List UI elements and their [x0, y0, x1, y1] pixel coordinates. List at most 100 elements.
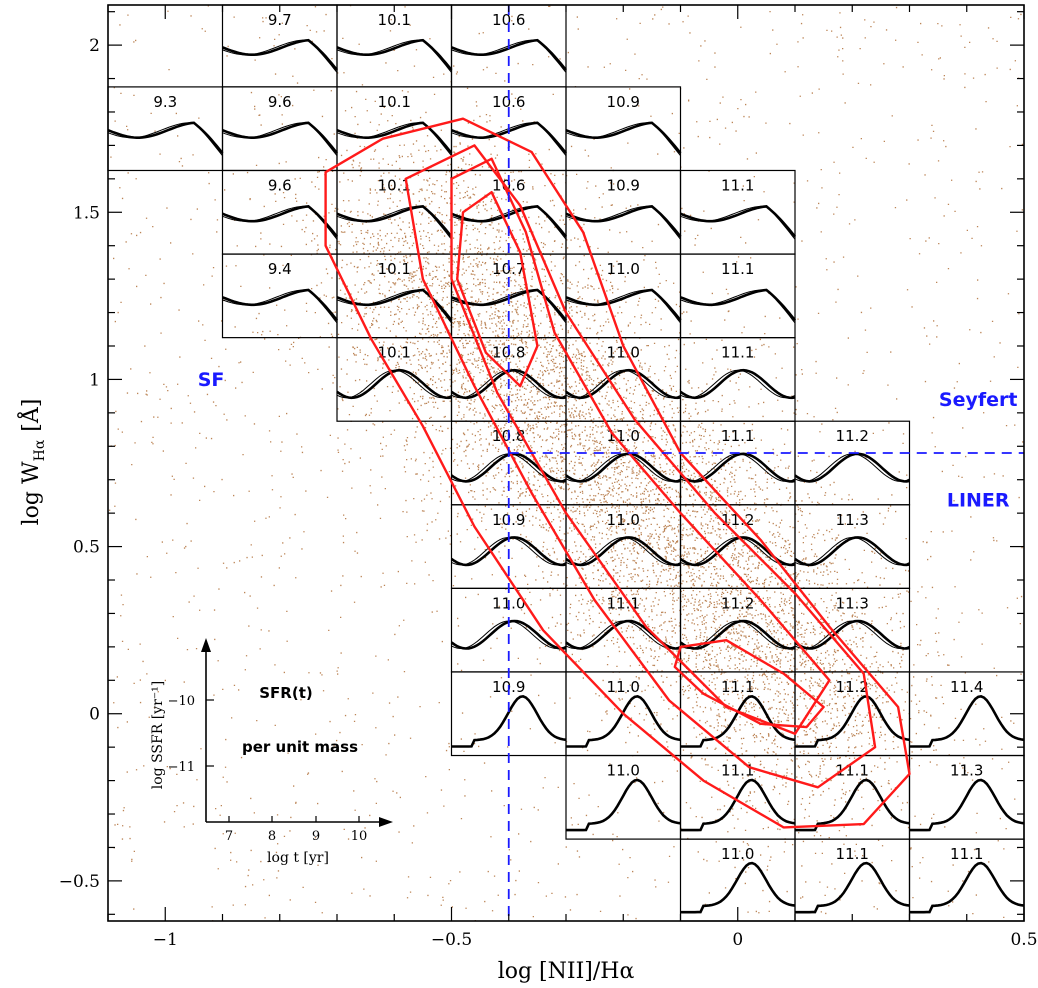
inset-subtitle: per unit mass	[242, 738, 358, 756]
sfh-curve-thin	[222, 289, 338, 324]
sfh-panel: 11.2	[794, 671, 911, 757]
sfh-panel-mass-label: 11.1	[950, 845, 983, 863]
sfh-panels: 9.7 10.1 10.69.3 9.6 10.1 10.6 10.99.6 10.1 10.6…	[107, 4, 1025, 922]
sfh-curve-thin	[795, 862, 910, 913]
sfh-panel-mass-label: 11.1	[721, 678, 754, 696]
sfh-panel-mass-label: 11.0	[721, 845, 754, 863]
y-axis-title-sub: Hα	[32, 439, 48, 461]
sfh-curve-thin	[566, 779, 681, 831]
sfh-curve-thin	[222, 122, 338, 157]
inset-y-tick-label: −10	[168, 694, 195, 709]
sfh-panel-mass-label: 11.1	[721, 176, 754, 194]
sfh-curve-thin	[336, 205, 452, 240]
sfh-curve-thick	[909, 778, 1025, 832]
sfh-curve-thin	[680, 862, 796, 913]
sfh-curve-thick	[222, 121, 339, 154]
y-tick-label: 0	[89, 705, 100, 725]
sfh-curve-thin	[565, 122, 681, 157]
sfh-panel-mass-label: 11.0	[607, 260, 640, 278]
sfh-curve-thick	[565, 536, 681, 567]
sfh-panel-mass-label: 11.3	[836, 511, 869, 529]
sfh-panel-mass-label: 9.7	[268, 11, 292, 29]
sfh-panel-mass-label: 10.1	[378, 260, 411, 278]
sfh-panel: 9.6	[221, 86, 339, 172]
sfh-panel-mass-label: 11.3	[950, 762, 983, 780]
y-tick-label: 1.5	[73, 203, 100, 223]
sfh-curve-thick	[107, 121, 224, 154]
sfh-curve-thick	[222, 38, 339, 71]
inset-x-tick-label: 9	[312, 829, 320, 844]
sfh-curve-thick	[680, 205, 797, 238]
sfh-curve-thin	[566, 695, 681, 747]
sfh-curve-thin	[222, 205, 338, 240]
sfh-curve-thin	[336, 39, 452, 73]
sfh-curve-thick	[565, 288, 682, 322]
y-axis-title-group: log WHα [Å]	[16, 399, 48, 526]
inset-x-arrow-icon	[379, 817, 393, 827]
sfh-curve-thick	[222, 288, 339, 322]
sfh-panel: 11.2	[794, 420, 911, 506]
axes: −1 −0.5 0 0.5 −0.5 0 0.5 1 1.5 2	[59, 4, 1038, 950]
sfh-panel: 9.7	[221, 4, 339, 88]
density-contour	[450, 157, 831, 735]
sfh-curve-thick	[566, 778, 681, 832]
sfh-curve-thick	[680, 288, 797, 322]
sfh-panel-mass-label: 11.2	[836, 678, 869, 696]
sfh-panel-mass-label: 10.9	[607, 176, 640, 194]
region-label-sf: SF	[198, 369, 225, 391]
sfh-panel: 11.1	[794, 838, 911, 922]
sfh-panel-mass-label: 10.6	[492, 11, 525, 29]
inset-y-arrow-icon	[201, 638, 211, 652]
density-contour	[324, 117, 911, 829]
y-tick-label: 2	[89, 36, 100, 56]
inset-x-tick-label: 8	[268, 829, 276, 844]
sfh-panel: 11.0	[565, 337, 682, 422]
sfh-panel-mass-label: 11.0	[607, 511, 640, 529]
sfh-curve-thick	[565, 205, 682, 238]
scatter-point-cloud	[109, 5, 1024, 921]
sfh-panel-mass-label: 11.1	[721, 344, 754, 362]
sfh-panel-mass-label: 11.1	[721, 260, 754, 278]
sfh-panel-mass-label: 11.2	[721, 594, 754, 612]
region-label-seyfert: Seyfert	[939, 389, 1018, 411]
sfh-curve-thin	[680, 289, 796, 324]
inset-x-tick-label: 10	[351, 829, 368, 844]
sfh-curve-thick	[336, 368, 452, 400]
divider-lines	[507, 5, 1024, 921]
sfh-curve-thick	[794, 536, 910, 567]
y-tick-label: 0.5	[73, 538, 100, 558]
sfh-curve-thin	[909, 779, 1025, 831]
x-tick-label: 0	[732, 930, 743, 950]
sfh-panel: 11.1	[679, 671, 796, 757]
sfh-panel-mass-label: 9.3	[153, 93, 177, 111]
sfh-panel-mass-label: 11.0	[607, 762, 640, 780]
density-contours	[324, 117, 911, 829]
inset-title: SFR(t)	[259, 684, 312, 702]
sfh-panel-mass-label: 10.1	[378, 176, 411, 194]
sfh-panel: 10.1	[336, 4, 453, 88]
sfh-curve-thin	[909, 695, 1025, 747]
x-tick-label: −0.5	[431, 930, 472, 950]
sfh-curve-thick	[794, 452, 910, 483]
sfh-curve-thick	[679, 619, 796, 650]
region-label-liner: LINER	[947, 489, 1010, 511]
inset-x-label: log t [yr]	[267, 850, 329, 866]
sfh-panel-mass-label: 10.9	[607, 93, 640, 111]
inset-y-label: log SSFR [yr⁻¹]	[150, 681, 166, 790]
sfh-curve-thick	[795, 861, 910, 914]
density-contour	[456, 191, 539, 388]
sfh-panel-mass-label: 11.1	[721, 762, 754, 780]
sfh-panel: 11.0	[565, 754, 682, 840]
sfh-inset-legend: −10 −11 7 8 9 10 log t [yr] log SSFR [yr…	[150, 638, 393, 866]
sfh-curve-thick	[909, 861, 1025, 914]
sfh-curve-thick	[680, 861, 796, 914]
sfh-curve-thick	[565, 452, 681, 483]
y-axis-title: log WHα [Å]	[16, 399, 48, 526]
sfh-panel: 11.1	[565, 587, 682, 673]
sfh-curve-thick	[451, 695, 567, 748]
sfh-panel-mass-label: 11.2	[836, 427, 869, 445]
sfh-curve-thick	[336, 205, 453, 238]
sfh-panel: 11.1	[679, 169, 797, 255]
sfh-panel-mass-label: 11.0	[607, 344, 640, 362]
